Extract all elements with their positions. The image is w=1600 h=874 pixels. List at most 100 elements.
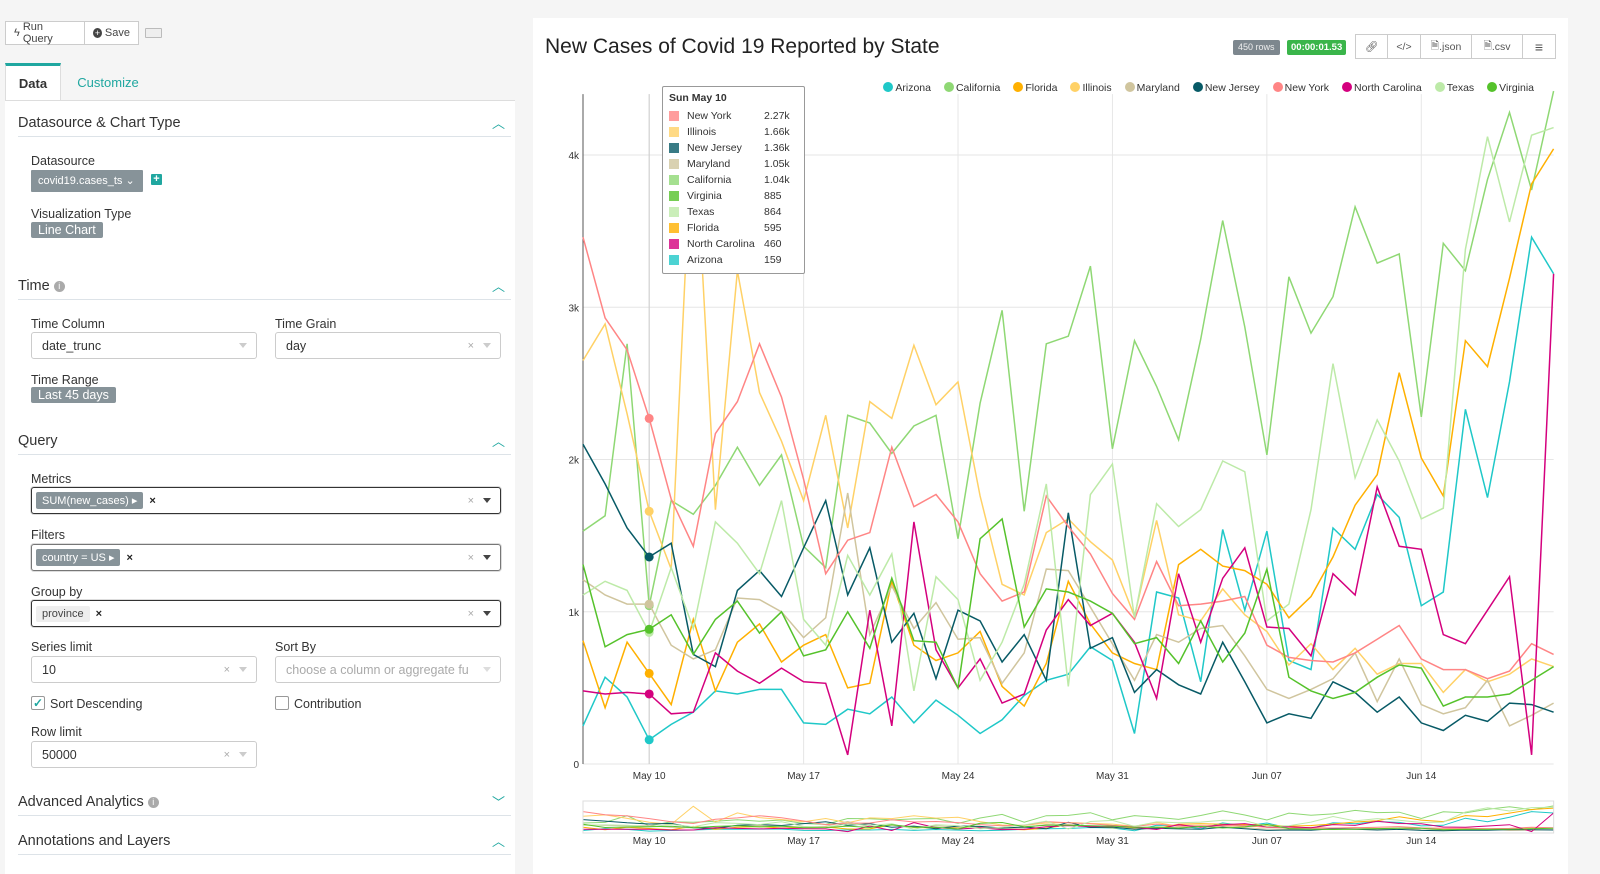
- info-icon: i: [147, 797, 159, 808]
- tab-customize[interactable]: Customize: [77, 74, 139, 90]
- tooltip-swatch: [669, 159, 679, 169]
- filter-tag[interactable]: country = US ▸: [36, 549, 121, 566]
- tooltip-row: Florida 595: [669, 220, 798, 236]
- brush-x-tick-label: Jun 14: [1406, 836, 1436, 847]
- legend-item[interactable]: Maryland: [1124, 82, 1180, 94]
- contribution-checkbox[interactable]: [275, 696, 289, 710]
- tooltip-row: Arizona 159: [669, 252, 798, 268]
- clear-icon[interactable]: ×: [223, 748, 230, 761]
- tooltip-swatch: [669, 143, 679, 153]
- more-menu-button[interactable]: ≡: [1522, 34, 1556, 59]
- clear-icon[interactable]: ×: [467, 607, 474, 620]
- row-limit-label: Row limit: [31, 725, 82, 739]
- legend-item[interactable]: Arizona: [883, 82, 931, 94]
- chart-tooltip: Sun May 10 New York 2.27k Illinois 1.66k New…: [662, 86, 805, 274]
- chevron-up-icon: ︿: [491, 116, 505, 131]
- section-datasource-header[interactable]: Datasource & Chart Type ︿: [18, 115, 511, 137]
- legend-item[interactable]: Illinois: [1070, 82, 1112, 94]
- legend-item[interactable]: North Carolina: [1342, 82, 1422, 94]
- section-annotations-header[interactable]: Annotations and Layers ︿: [18, 833, 511, 855]
- y-tick-label: 2k: [568, 456, 580, 467]
- save-button[interactable]: + Save: [84, 21, 139, 45]
- sort-by-select[interactable]: choose a column or aggregate fu: [275, 656, 501, 683]
- tooltip-row: Maryland 1.05k: [669, 156, 798, 172]
- datasource-select[interactable]: covid19.cases_ts ⌄: [31, 170, 143, 192]
- brush-x-tick-label: May 10: [633, 836, 666, 847]
- metrics-input[interactable]: SUM(new_cases) ▸ × ×: [31, 487, 501, 514]
- hover-point: [644, 552, 654, 562]
- tooltip-swatch: [669, 111, 679, 121]
- clear-icon[interactable]: ×: [223, 663, 230, 676]
- sort-descending-checkbox[interactable]: ✓: [31, 696, 45, 710]
- brush-area: [582, 800, 1555, 834]
- viz-type-label: Visualization Type: [31, 207, 132, 221]
- caret-down-icon: [483, 667, 491, 672]
- clear-icon[interactable]: ×: [467, 339, 474, 352]
- legend-item[interactable]: California: [943, 82, 1000, 94]
- legend-dot: [1124, 82, 1135, 92]
- plus-circle-icon: +: [93, 28, 102, 38]
- tooltip-swatch: [669, 255, 679, 265]
- legend-item[interactable]: New Jersey: [1192, 82, 1260, 94]
- tab-data[interactable]: Data: [5, 63, 61, 101]
- legend-dot: [1487, 82, 1498, 92]
- legend-dot: [943, 82, 954, 92]
- embed-code-button[interactable]: </>: [1387, 34, 1421, 59]
- add-datasource-icon[interactable]: +: [151, 174, 162, 185]
- x-tick-label: Jun 14: [1406, 771, 1436, 782]
- section-time-header[interactable]: Time i ︿: [18, 278, 511, 300]
- keyboard-icon[interactable]: [145, 28, 162, 38]
- viz-type-button[interactable]: Line Chart: [31, 222, 103, 238]
- chevron-down-icon: ⌄: [125, 175, 135, 187]
- legend-item[interactable]: Texas: [1434, 82, 1474, 94]
- time-grain-select[interactable]: day ×: [275, 332, 501, 359]
- chevron-up-icon: ︿: [491, 834, 505, 849]
- hover-point: [644, 413, 654, 423]
- brush-series-line: [582, 805, 1554, 827]
- time-column-select[interactable]: date_trunc: [31, 332, 257, 359]
- legend-dot: [1013, 82, 1024, 92]
- series-limit-select[interactable]: 10 ×: [31, 656, 257, 683]
- tooltip-swatch: [669, 127, 679, 137]
- bolt-icon: ϟ: [14, 27, 20, 39]
- series-new-york: [582, 237, 1554, 830]
- section-advanced-analytics-header[interactable]: Advanced Analytics i ﹀: [18, 794, 511, 816]
- legend-item[interactable]: New York: [1272, 82, 1329, 94]
- tooltip-title: Sun May 10: [669, 92, 727, 104]
- tooltip-row: Illinois 1.66k: [669, 124, 798, 140]
- brush-x-tick-label: May 24: [942, 836, 975, 847]
- metric-tag[interactable]: SUM(new_cases) ▸: [36, 492, 144, 509]
- export-csv-button[interactable]: 🗎︎ .csv: [1471, 34, 1523, 59]
- row-limit-select[interactable]: 50000 ×: [31, 741, 257, 768]
- legend-item[interactable]: Florida: [1013, 82, 1057, 94]
- series-line: [582, 101, 1554, 694]
- link-icon: 🔗︎: [1364, 41, 1379, 53]
- line-chart[interactable]: 0 1k 2k 3k 4k May 10 May 10 May 17 May 17 May 24 M…: [533, 18, 1568, 874]
- hover-point: [644, 624, 654, 634]
- remove-tag-icon[interactable]: ×: [126, 551, 133, 564]
- legend-dot: [1342, 82, 1353, 92]
- series-line: [582, 517, 1554, 708]
- section-query-header[interactable]: Query ︿: [18, 433, 511, 455]
- run-query-button[interactable]: ϟ Run Query: [5, 21, 85, 45]
- chevron-up-icon: ︿: [491, 434, 505, 449]
- groupby-input[interactable]: province × ×: [31, 600, 501, 627]
- clear-icon[interactable]: ×: [467, 551, 474, 564]
- tooltip-swatch: [669, 239, 679, 249]
- time-range-button[interactable]: Last 45 days: [31, 387, 116, 403]
- legend-item[interactable]: Virginia: [1487, 82, 1534, 94]
- series-line: [582, 90, 1555, 606]
- sort-by-label: Sort By: [275, 640, 316, 654]
- groupby-tag[interactable]: province: [36, 605, 90, 622]
- tooltip-swatch: [669, 175, 679, 185]
- legend-dot: [1434, 82, 1445, 92]
- metrics-label: Metrics: [31, 472, 72, 486]
- row-count-badge: 450 rows: [1233, 40, 1280, 55]
- tooltip-swatch: [669, 207, 679, 217]
- code-icon: </>: [1396, 40, 1412, 53]
- clear-icon[interactable]: ×: [467, 494, 474, 507]
- remove-tag-icon[interactable]: ×: [149, 494, 156, 507]
- brush-x-tick-label: Jun 07: [1252, 836, 1282, 847]
- filters-input[interactable]: country = US ▸ × ×: [31, 544, 501, 571]
- remove-tag-icon[interactable]: ×: [95, 607, 103, 620]
